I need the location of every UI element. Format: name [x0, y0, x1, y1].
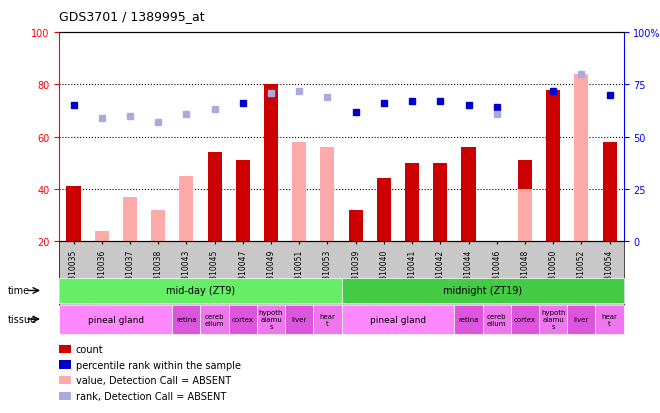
Bar: [67, 187, 81, 242]
Text: liver: liver: [292, 316, 307, 322]
Bar: [320, 148, 335, 242]
Bar: [539, 305, 567, 334]
Bar: [377, 179, 391, 242]
Bar: [59, 361, 71, 369]
Text: liver: liver: [574, 316, 589, 322]
Bar: [518, 190, 532, 242]
Bar: [94, 231, 109, 242]
Text: hear
t: hear t: [602, 313, 618, 326]
Bar: [229, 305, 257, 334]
Bar: [292, 142, 306, 242]
Bar: [433, 164, 447, 242]
Bar: [603, 142, 616, 242]
Text: retina: retina: [176, 316, 197, 322]
Bar: [348, 210, 363, 242]
Bar: [342, 278, 624, 304]
Text: percentile rank within the sample: percentile rank within the sample: [76, 360, 241, 370]
Bar: [461, 148, 476, 242]
Text: hypoth
alamu
s: hypoth alamu s: [541, 309, 566, 329]
Text: retina: retina: [458, 316, 478, 322]
Text: tissue: tissue: [8, 314, 37, 324]
Bar: [180, 176, 193, 242]
Bar: [236, 161, 250, 242]
Bar: [482, 305, 511, 334]
Bar: [595, 305, 624, 334]
Bar: [172, 305, 201, 334]
Bar: [207, 153, 222, 242]
Text: pineal gland: pineal gland: [88, 315, 144, 324]
Text: mid-day (ZT9): mid-day (ZT9): [166, 286, 235, 296]
Bar: [59, 376, 71, 385]
Text: pineal gland: pineal gland: [370, 315, 426, 324]
Bar: [285, 305, 314, 334]
Bar: [257, 305, 285, 334]
Bar: [264, 85, 278, 242]
Text: time: time: [8, 286, 30, 296]
Text: hypoth
alamu
s: hypoth alamu s: [259, 309, 283, 329]
Text: cereb
ellum: cereb ellum: [487, 313, 506, 326]
Bar: [454, 305, 482, 334]
Text: hear
t: hear t: [319, 313, 335, 326]
Text: GDS3701 / 1389995_at: GDS3701 / 1389995_at: [59, 10, 205, 23]
Bar: [567, 305, 595, 334]
Text: midnight (ZT19): midnight (ZT19): [443, 286, 522, 296]
Bar: [59, 392, 71, 400]
Bar: [59, 345, 71, 353]
Bar: [511, 305, 539, 334]
Bar: [574, 75, 589, 242]
Text: cereb
ellum: cereb ellum: [205, 313, 224, 326]
Text: cortex: cortex: [232, 316, 254, 322]
Text: rank, Detection Call = ABSENT: rank, Detection Call = ABSENT: [76, 391, 226, 401]
Bar: [314, 305, 342, 334]
Text: cortex: cortex: [514, 316, 536, 322]
Bar: [59, 305, 172, 334]
Bar: [546, 90, 560, 242]
Bar: [518, 161, 532, 242]
Bar: [405, 164, 419, 242]
Bar: [201, 305, 228, 334]
Bar: [342, 305, 454, 334]
Bar: [123, 197, 137, 242]
Bar: [59, 278, 342, 304]
Bar: [151, 210, 165, 242]
Text: value, Detection Call = ABSENT: value, Detection Call = ABSENT: [76, 375, 231, 385]
Text: count: count: [76, 344, 104, 354]
